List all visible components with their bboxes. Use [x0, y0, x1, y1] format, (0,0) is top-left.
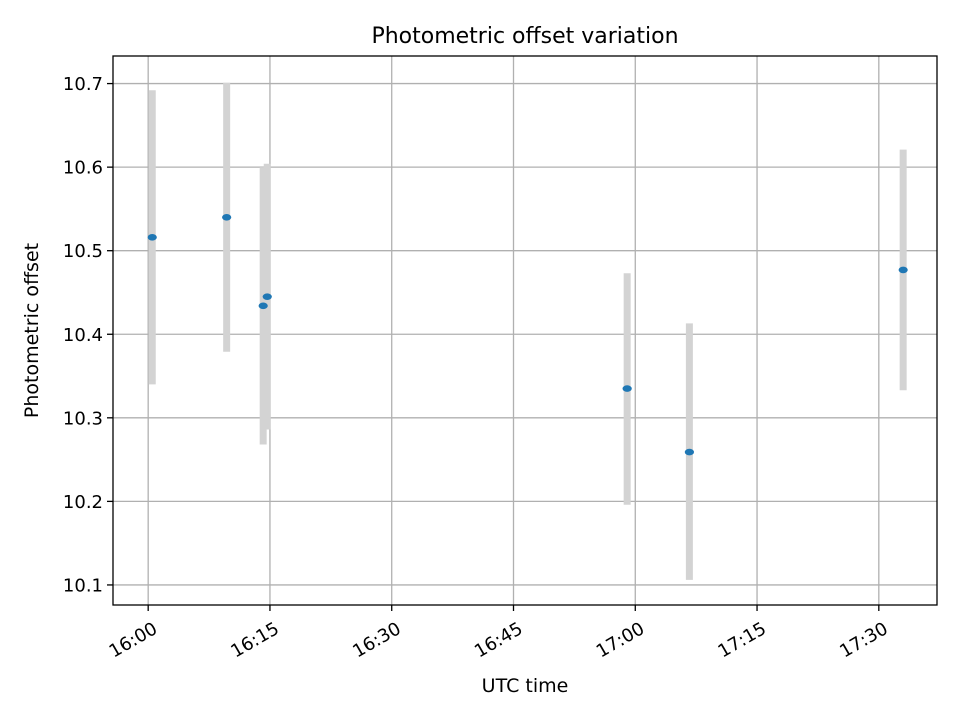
y-tick-label: 10.4: [63, 325, 103, 346]
data-points: [147, 213, 908, 456]
plot-frame: [112, 55, 938, 606]
y-tick-label: 10.7: [63, 74, 103, 95]
y-tick-label: 10.6: [63, 158, 103, 179]
x-tick-label: 17:00: [593, 618, 648, 662]
error-bars: [148, 82, 907, 580]
y-tick-label: 10.1: [63, 575, 103, 596]
y-tick-label: 10.5: [63, 241, 103, 262]
x-tick-label: 17:15: [715, 618, 770, 662]
y-axis-label: Photometric offset: [21, 243, 43, 418]
data-point: [222, 213, 232, 221]
y-axis-ticks: 10.1 10.2 10.3 10.4 10.5 10.6 10.7: [63, 74, 113, 596]
data-point: [684, 448, 694, 456]
x-tick-label: 16:15: [227, 618, 282, 662]
y-tick-label: 10.3: [63, 408, 103, 429]
x-axis-ticks: 16:00 16:15 16:30 16:45 17:00 17:15 17:30: [106, 605, 892, 662]
x-tick-label: 16:00: [106, 618, 161, 662]
grid-lines: [113, 56, 937, 605]
x-axis-label: UTC time: [482, 675, 569, 697]
x-tick-label: 17:30: [836, 618, 891, 662]
x-tick-label: 16:45: [471, 618, 526, 662]
data-point: [622, 385, 632, 392]
data-point: [898, 266, 908, 274]
y-tick-label: 10.2: [63, 492, 103, 513]
data-point: [258, 302, 268, 310]
chart-title: Photometric offset variation: [371, 24, 678, 49]
data-point: [262, 293, 272, 300]
data-point: [147, 234, 157, 241]
x-tick-label: 16:30: [349, 618, 404, 662]
